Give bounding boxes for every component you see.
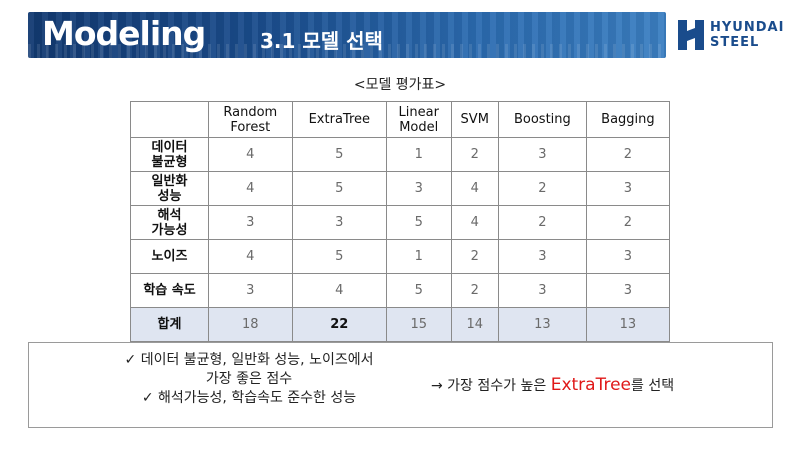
logo-line-1: HYUNDAI [710, 20, 785, 35]
table-row: 노이즈 4 5 1 2 3 3 [130, 239, 671, 274]
table-corner-cell [130, 101, 209, 138]
table-cell: 5 [291, 171, 387, 206]
table-cell: 3 [208, 205, 293, 240]
table-cell: 3 [291, 205, 387, 240]
total-cell: 13 [585, 307, 671, 342]
table-cell: 3 [385, 171, 452, 206]
total-cell: 15 [385, 307, 452, 342]
table-cell: 2 [585, 205, 671, 240]
table-cell: 2 [450, 239, 499, 274]
logo-line-2: STEEL [710, 35, 760, 50]
conclusion-highlight: ExtraTree [550, 375, 631, 395]
table-cell: 3 [585, 239, 671, 274]
table-cell: 5 [291, 239, 387, 274]
column-header: ExtraTree [291, 101, 387, 138]
summary-reason-1-cont: 가장 좋은 점수 [205, 371, 293, 387]
total-label: 합계 [130, 307, 209, 342]
column-header: SVM [450, 101, 499, 138]
table-cell: 5 [385, 273, 452, 308]
company-logo: HYUNDAI STEEL [676, 18, 783, 54]
summary-box: ✓ 데이터 불균형, 일반화 성능, 노이즈에서 가장 좋은 점수 ✓ 해석가능… [28, 342, 773, 428]
table-cell: 2 [585, 137, 671, 172]
table-cell: 5 [385, 205, 452, 240]
row-label: 학습 속도 [130, 273, 209, 308]
table-cell: 4 [450, 171, 499, 206]
table-row: 일반화 성능 4 5 3 4 2 3 [130, 171, 671, 206]
total-cell-best: 22 [291, 307, 387, 342]
conclusion-prefix: → 가장 점수가 높은 [431, 378, 551, 394]
table-caption: <모델 평가표> [353, 77, 447, 93]
hyundai-steel-logo-icon [678, 20, 704, 50]
table-header-row: Random Forest ExtraTree Linear Model SVM B… [130, 101, 671, 138]
table-row: 데이터 불균형 4 5 1 2 3 2 [130, 137, 671, 172]
table-cell: 3 [497, 273, 587, 308]
column-header: Bagging [585, 101, 671, 138]
row-label: 데이터 불균형 [130, 137, 209, 172]
table-cell: 4 [291, 273, 387, 308]
summary-reason-1: ✓ 데이터 불균형, 일반화 성능, 노이즈에서 [124, 352, 374, 368]
column-header: Boosting [497, 101, 587, 138]
table-cell: 5 [291, 137, 387, 172]
header-banner: Modeling 3.1 모델 선택 [28, 12, 666, 58]
conclusion-suffix: 를 선택 [631, 378, 675, 394]
table-cell: 4 [208, 239, 293, 274]
table-cell: 3 [497, 137, 587, 172]
table-cell: 3 [497, 239, 587, 274]
summary-reason-2: ✓ 해석가능성, 학습속도 준수한 성능 [141, 390, 357, 406]
table-row: 해석 가능성 3 3 5 4 2 2 [130, 205, 671, 240]
table-cell: 1 [385, 137, 452, 172]
logo-wordmark: HYUNDAI STEEL [710, 20, 784, 50]
table-cell: 1 [385, 239, 452, 274]
summary-conclusion: → 가장 점수가 높은 ExtraTree를 선택 [431, 375, 674, 395]
table-cell: 3 [208, 273, 293, 308]
section-subtitle: 3.1 모델 선택 [260, 29, 383, 53]
table-cell: 2 [497, 205, 587, 240]
column-header: Linear Model [385, 101, 452, 138]
model-evaluation-table: Random Forest ExtraTree Linear Model SVM B… [130, 101, 671, 342]
table-cell: 4 [208, 137, 293, 172]
column-header: Random Forest [208, 101, 293, 138]
table-cell: 2 [450, 137, 499, 172]
table-cell: 3 [585, 273, 671, 308]
table-cell: 2 [497, 171, 587, 206]
table-cell: 4 [450, 205, 499, 240]
table-cell: 2 [450, 273, 499, 308]
summary-reasons: ✓ 데이터 불균형, 일반화 성능, 노이즈에서 가장 좋은 점수 ✓ 해석가능… [79, 351, 419, 408]
table-cell: 4 [208, 171, 293, 206]
table-row: 학습 속도 3 4 5 2 3 3 [130, 273, 671, 308]
total-cell: 14 [450, 307, 499, 342]
table-cell: 3 [585, 171, 671, 206]
page-title: Modeling [42, 14, 206, 53]
total-cell: 18 [208, 307, 293, 342]
row-label: 해석 가능성 [130, 205, 209, 240]
row-label: 노이즈 [130, 239, 209, 274]
total-cell: 13 [497, 307, 587, 342]
row-label: 일반화 성능 [130, 171, 209, 206]
table-total-row: 합계 18 22 15 14 13 13 [130, 307, 671, 342]
